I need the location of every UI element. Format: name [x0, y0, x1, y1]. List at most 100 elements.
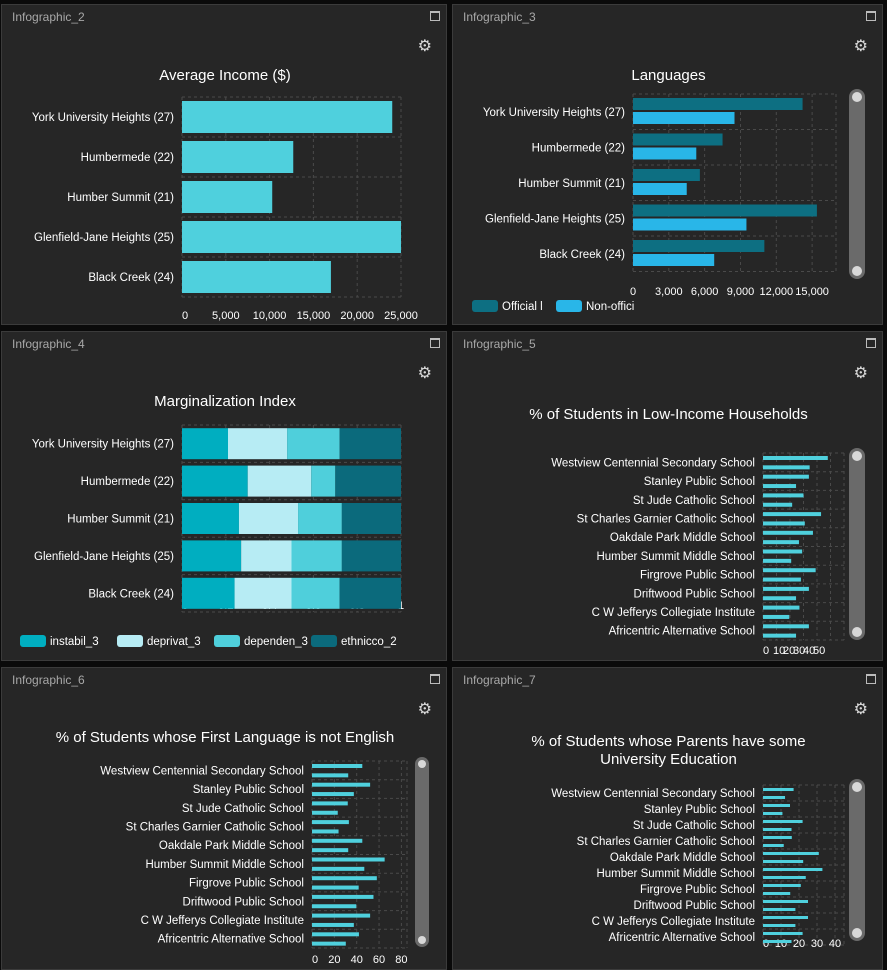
category-label-oakdale-park-middle-school: Oakdale Park Middle School [610, 532, 755, 544]
bar-non-offici-black-creek-24 [633, 254, 715, 266]
bar-westview-centennial-secondary-school [312, 764, 363, 768]
bar-stanley-public-school [763, 804, 790, 807]
bar-oakdale-park-middle-school [312, 838, 363, 843]
category-label-st-jude-catholic-school: St Jude Catholic School [182, 803, 304, 815]
maximize-icon[interactable] [430, 338, 440, 348]
bar-deprivat-3-humber-summit-21 [238, 503, 299, 534]
tick-label: 20 [783, 645, 795, 657]
maximize-icon[interactable] [430, 674, 440, 684]
bar-dependen-3-humbermede-22 [311, 465, 336, 497]
category-label-stanley-public-school: Stanley Public School [193, 784, 304, 796]
tick-label: 10 [775, 938, 787, 950]
bar-stanley-public-school [763, 474, 809, 479]
category-label-humber-summit-middle-school: Humber Summit Middle School [596, 551, 755, 563]
chart-title: % of Students in Low-Income Households [529, 406, 808, 423]
category-label-black-creek-24: Black Creek (24) [88, 588, 174, 600]
legend-swatch-official-l [472, 300, 498, 312]
bar-st-charles-garnier-catholic-school-b [763, 844, 784, 847]
bar-oakdale-park-middle-school-b [312, 848, 349, 853]
tick-label: 12,000 [759, 286, 793, 298]
legend-label-non-offici: Non-offici [586, 301, 634, 313]
bar-york-university-heights-27 [182, 101, 393, 133]
scroll-handle-top [418, 760, 426, 768]
tick-label: 10 [773, 645, 785, 657]
bar-instabil-3-glenfield-jane-heights-25 [182, 540, 242, 572]
bar-stanley-public-school-b [312, 792, 354, 797]
gear-icon[interactable]: ⚙ [853, 38, 868, 55]
bar-oakdale-park-middle-school [763, 852, 819, 855]
scroll-handle-bottom [852, 627, 862, 637]
category-label-st-charles-garnier-catholic-school: St Charles Garnier Catholic School [126, 821, 304, 833]
bar-instabil-3-york-university-heights-27 [182, 428, 228, 460]
panel-title: Infographic_5 [463, 337, 536, 351]
bar-driftwood-public-school [312, 894, 374, 899]
chart-title: University Education [600, 751, 737, 768]
tick-label: 30 [811, 938, 823, 950]
category-label-oakdale-park-middle-school: Oakdale Park Middle School [159, 840, 304, 852]
bar-c-w-jefferys-collegiate-institute [763, 605, 800, 610]
bar-c-w-jefferys-collegiate-institute [312, 913, 371, 918]
bar-ethnicco-2-york-university-heights-27 [339, 428, 401, 460]
category-label-firgrove-public-school: Firgrove Public School [189, 878, 304, 890]
bar-stanley-public-school [312, 782, 371, 787]
tick-label: 0 [182, 310, 188, 322]
category-label-driftwood-public-school: Driftwood Public School [634, 900, 755, 912]
bar-ethnicco-2-black-creek-24 [339, 577, 401, 609]
bar-st-charles-garnier-catholic-school-b [312, 829, 339, 834]
legend-swatch-instabil-3 [20, 635, 46, 647]
gear-icon[interactable]: ⚙ [853, 365, 868, 382]
bar-c-w-jefferys-collegiate-institute-b [763, 924, 796, 927]
chart-title: Marginalization Index [154, 393, 296, 410]
legend-swatch-dependen-3 [214, 635, 240, 647]
tick-label: 40 [803, 645, 815, 657]
bar-dependen-3-york-university-heights-27 [287, 428, 340, 460]
bar-glenfield-jane-heights-25 [182, 221, 401, 253]
category-label-oakdale-park-middle-school: Oakdale Park Middle School [610, 852, 755, 864]
gear-icon[interactable]: ⚙ [417, 38, 432, 55]
category-label-st-jude-catholic-school: St Jude Catholic School [633, 495, 755, 507]
category-label-c-w-jefferys-collegiate-institute: C W Jefferys Collegiate Institute [592, 916, 755, 928]
chart-title: % of Students whose First Language is no… [56, 729, 395, 746]
bar-dependen-3-black-creek-24 [291, 577, 340, 609]
category-label-africentric-alternative-school: Africentric Alternative School [158, 934, 304, 946]
bar-humber-summit-middle-school [763, 549, 803, 554]
bar-africentric-alternative-school [763, 624, 809, 629]
maximize-icon[interactable] [866, 11, 876, 21]
bar-st-jude-catholic-school-b [763, 828, 792, 831]
tick-label: 5,000 [212, 310, 240, 322]
tick-label: 0 [630, 286, 636, 298]
maximize-icon[interactable] [866, 338, 876, 348]
panel-title: Infographic_4 [12, 337, 85, 351]
category-label-st-charles-garnier-catholic-school: St Charles Garnier Catholic School [577, 513, 755, 525]
maximize-icon[interactable] [866, 674, 876, 684]
bar-humber-summit-middle-school-b [763, 876, 806, 879]
bar-westview-centennial-secondary-school-b [763, 465, 810, 470]
panel-infographic-3: Infographic_3 ⚙ Languages 0 3,000 6,000 9,00… [452, 4, 883, 325]
category-label-africentric-alternative-school: Africentric Alternative School [609, 626, 755, 638]
bar-official-l-york-university-heights-27 [633, 98, 803, 110]
scroll-handle-top [852, 451, 862, 461]
bar-deprivat-3-york-university-heights-27 [227, 428, 288, 460]
bar-africentric-alternative-school [763, 932, 803, 935]
category-label-st-charles-garnier-catholic-school: St Charles Garnier Catholic School [577, 836, 755, 848]
bar-instabil-3-humber-summit-21 [182, 503, 239, 534]
panel-infographic-6: Infographic_6 ⚙ % of Students whose Firs… [1, 667, 447, 970]
bar-humber-summit-middle-school-b [312, 866, 365, 871]
tick-label: 40 [829, 938, 841, 950]
gear-icon[interactable]: ⚙ [417, 701, 432, 718]
bar-non-offici-humbermede-22 [633, 147, 697, 160]
tick-label: 50 [813, 645, 825, 657]
bar-non-offici-humber-summit-21 [633, 183, 687, 195]
bar-ethnicco-2-humbermede-22 [335, 465, 401, 497]
gear-icon[interactable]: ⚙ [853, 701, 868, 718]
scroll-handle-bottom [418, 936, 426, 944]
bar-deprivat-3-black-creek-24 [234, 577, 292, 609]
bar-instabil-3-humbermede-22 [182, 465, 248, 497]
maximize-icon[interactable] [430, 11, 440, 21]
bar-africentric-alternative-school-b [763, 633, 797, 638]
bar-st-charles-garnier-catholic-school [763, 836, 792, 839]
panel-title: Infographic_6 [12, 673, 85, 687]
gear-icon[interactable]: ⚙ [417, 365, 432, 382]
bar-st-charles-garnier-catholic-school [763, 512, 822, 517]
tick-label: 0 [763, 938, 769, 950]
